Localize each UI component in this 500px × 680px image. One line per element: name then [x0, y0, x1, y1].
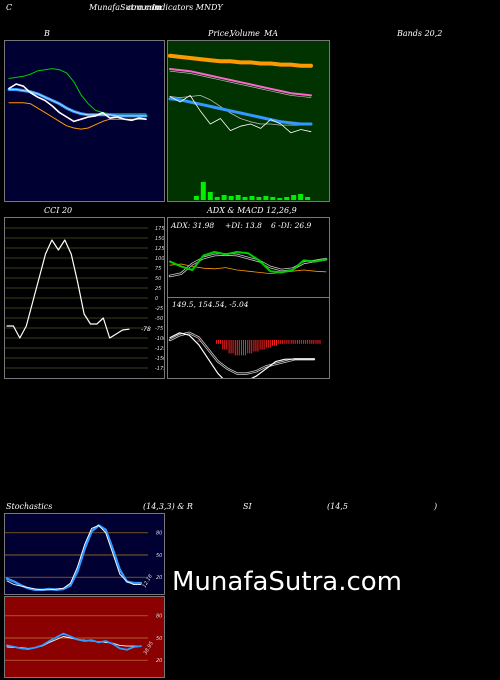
ma-pink-shadow	[169, 70, 312, 98]
price-ma-chart	[168, 53, 313, 200]
volume-bar	[305, 197, 311, 200]
adx-macd-title: ADX & MACD 12,26,9	[207, 206, 297, 215]
stoch-tick-label: 50	[156, 553, 162, 559]
header-c: C	[6, 3, 13, 12]
volume-bar	[270, 197, 276, 200]
stoch-tick-label: 20	[156, 575, 162, 581]
volume-bar	[214, 197, 220, 200]
stoch-title: Stochastics	[6, 502, 53, 511]
cci-tick-label: 175	[155, 226, 164, 232]
header-title: Indicators MNDY	[152, 3, 223, 12]
cci-chart: 175 150 125 100 75 50 25 0 -25 -50 -75 -100 -125 -150…	[5, 226, 164, 372]
price-panel	[167, 40, 330, 202]
price-line	[169, 95, 312, 134]
rsi-last-value: 38.95	[143, 641, 155, 656]
cci-tick-label: -100	[155, 336, 164, 342]
rsi-smooth-line	[6, 632, 142, 651]
volume-bar	[235, 195, 241, 200]
macd-values-label: 149.5, 154.54, -5.04	[172, 300, 249, 309]
adx-line	[169, 263, 327, 274]
volume-bar	[249, 196, 255, 200]
stoch-params: (14,3,3) & R	[143, 502, 193, 511]
stoch-last-value: 12.18	[142, 574, 154, 589]
ma-long-orange	[168, 53, 313, 68]
cci-line	[6, 239, 130, 339]
cci-tick-label: 100	[155, 256, 164, 262]
stoch-tick-label: 80	[156, 531, 162, 537]
adx-panel: ADX: 31.98 +DI: 13.8 6 -DI: 26.9	[167, 217, 330, 299]
stochastics-panel: 80 50 20 12.18	[4, 513, 165, 595]
cci-tick-label: -50	[155, 316, 163, 322]
watermark: MunafaSutra.com	[172, 567, 403, 597]
macd-panel: 149.5, 154.54, -5.04	[167, 297, 330, 379]
plus-di-line	[169, 251, 327, 274]
cci-tick-label: -150	[155, 356, 164, 362]
volume-bar	[284, 197, 290, 200]
adx-chart: ADX: 31.98 +DI: 13.8 6 -DI: 26.9	[168, 221, 328, 278]
volume-bar	[256, 197, 262, 200]
cci-last-value: -78	[141, 326, 151, 333]
stoch-d-line	[6, 524, 142, 591]
cci-tick-label: 75	[155, 266, 161, 272]
cci-tick-label: -75	[155, 326, 163, 332]
macd-chart: 149.5, 154.54, -5.04	[168, 300, 321, 378]
ma-title: MA	[264, 29, 278, 38]
bollinger-panel	[4, 40, 165, 202]
volume-bar	[200, 182, 206, 200]
cci-tick-label: -175	[155, 366, 164, 372]
cci-tick-label: 0	[155, 296, 158, 302]
volume-title: Volume	[230, 29, 260, 38]
rsi-tick-label: 20	[156, 658, 162, 664]
rsi-panel: 80 50 20 38.95	[4, 596, 165, 678]
macd-line	[169, 332, 315, 378]
cci-tick-label: 50	[155, 276, 161, 282]
bands-title: Bands 20,2	[397, 29, 443, 38]
minus-di-line-core	[169, 253, 327, 277]
volume-bar	[298, 194, 304, 200]
rsi-title: SI	[243, 502, 252, 511]
ma-blue	[168, 97, 313, 126]
bb-title: B	[44, 29, 50, 38]
ma-pink	[169, 68, 312, 97]
volume-bar	[263, 196, 269, 200]
plus-di-label: +DI: 13.8	[225, 221, 262, 230]
volume-bar	[277, 198, 283, 200]
ma-grey	[169, 95, 312, 126]
minus-di-label: 6 -DI: 26.9	[271, 221, 312, 230]
stoch-k-line	[5, 524, 143, 592]
cci-tick-label: 150	[155, 236, 164, 242]
volume-bar	[207, 192, 213, 200]
cci-tick-label: 125	[155, 246, 164, 252]
cci-tick-label: 25	[155, 286, 161, 292]
header-site: MunafaSutra.com	[89, 3, 162, 12]
volume-bar	[291, 195, 297, 200]
bb-middle-band	[7, 88, 148, 118]
adx-value-label: ADX: 31.98	[170, 221, 214, 230]
cci-title: CCI 20	[44, 206, 73, 215]
cci-tick-label: -25	[155, 306, 163, 312]
volume-bar	[221, 195, 227, 200]
volume-bar	[193, 196, 199, 200]
rsi-close: )	[434, 502, 438, 511]
cci-panel: 175 150 125 100 75 50 25 0 -25 -50 -75 -100 -125 -150…	[4, 217, 165, 379]
price-title: Price,	[208, 29, 232, 38]
rsi-params: (14,5	[327, 502, 348, 511]
rsi-tick-label: 50	[156, 636, 162, 642]
bollinger-chart	[7, 68, 148, 130]
macd-signal-core	[169, 332, 315, 374]
header-site-overlap: common	[127, 3, 162, 12]
bb-price-line	[8, 83, 147, 123]
volume-bar	[242, 197, 248, 200]
bb-middle-band-core	[8, 89, 147, 117]
bb-upper-band	[8, 68, 147, 115]
rsi-tick-label: 80	[156, 614, 162, 620]
cci-tick-label: -125	[155, 346, 164, 352]
volume-bar	[228, 196, 234, 200]
